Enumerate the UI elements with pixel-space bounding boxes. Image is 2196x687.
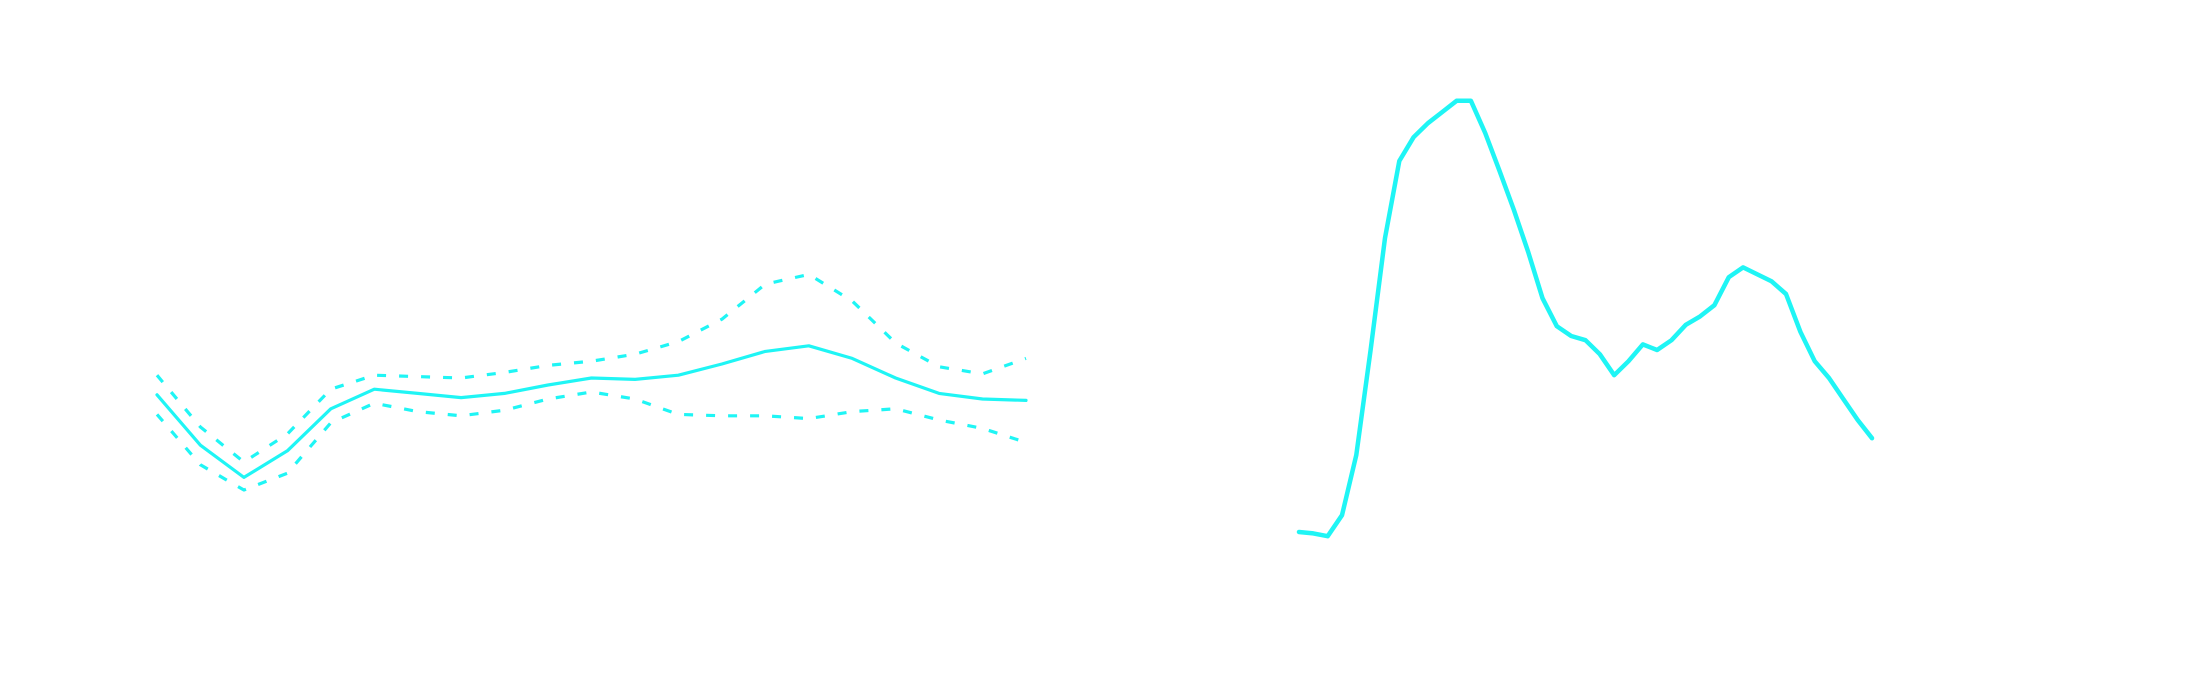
data-line	[1296, 98, 1875, 539]
band-line	[155, 272, 1027, 464]
band-line	[155, 390, 1027, 492]
data-line	[155, 344, 1028, 479]
